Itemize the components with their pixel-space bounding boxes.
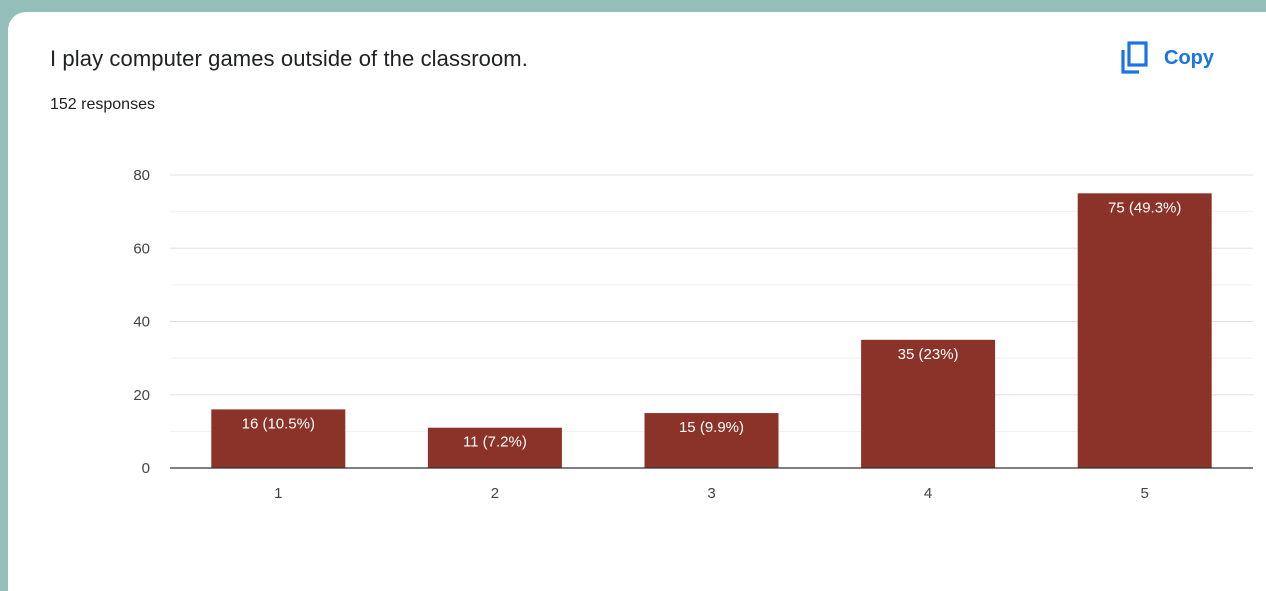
x-tick-label: 5 <box>1141 485 1149 502</box>
y-tick-label: 0 <box>142 460 150 477</box>
y-tick-label: 20 <box>133 387 150 404</box>
y-tick-label: 80 <box>133 167 150 184</box>
chart-card: I play computer games outside of the cla… <box>8 12 1266 591</box>
x-tick-label: 2 <box>491 485 499 502</box>
bar <box>861 339 996 468</box>
question-title: I play computer games outside of the cla… <box>50 46 528 71</box>
x-tick-label: 3 <box>707 485 715 502</box>
copy-button[interactable]: Copy <box>1120 40 1214 76</box>
bar <box>644 413 779 468</box>
bar <box>427 427 562 468</box>
bar <box>211 409 346 468</box>
data-label: 35 (23%) <box>898 346 959 363</box>
x-tick-label: 1 <box>274 485 282 502</box>
response-count: 152 responses <box>50 96 155 113</box>
y-tick-label: 40 <box>133 314 150 331</box>
data-label: 16 (10.5%) <box>242 415 315 432</box>
y-tick-label: 60 <box>133 240 150 257</box>
x-tick-label: 4 <box>924 485 932 502</box>
data-label: 11 (7.2%) <box>463 434 527 451</box>
copy-label: Copy <box>1164 46 1214 69</box>
data-label: 75 (49.3%) <box>1108 199 1181 216</box>
copy-icon <box>1120 41 1150 75</box>
bar <box>1077 193 1212 468</box>
data-label: 15 (9.9%) <box>679 419 744 436</box>
